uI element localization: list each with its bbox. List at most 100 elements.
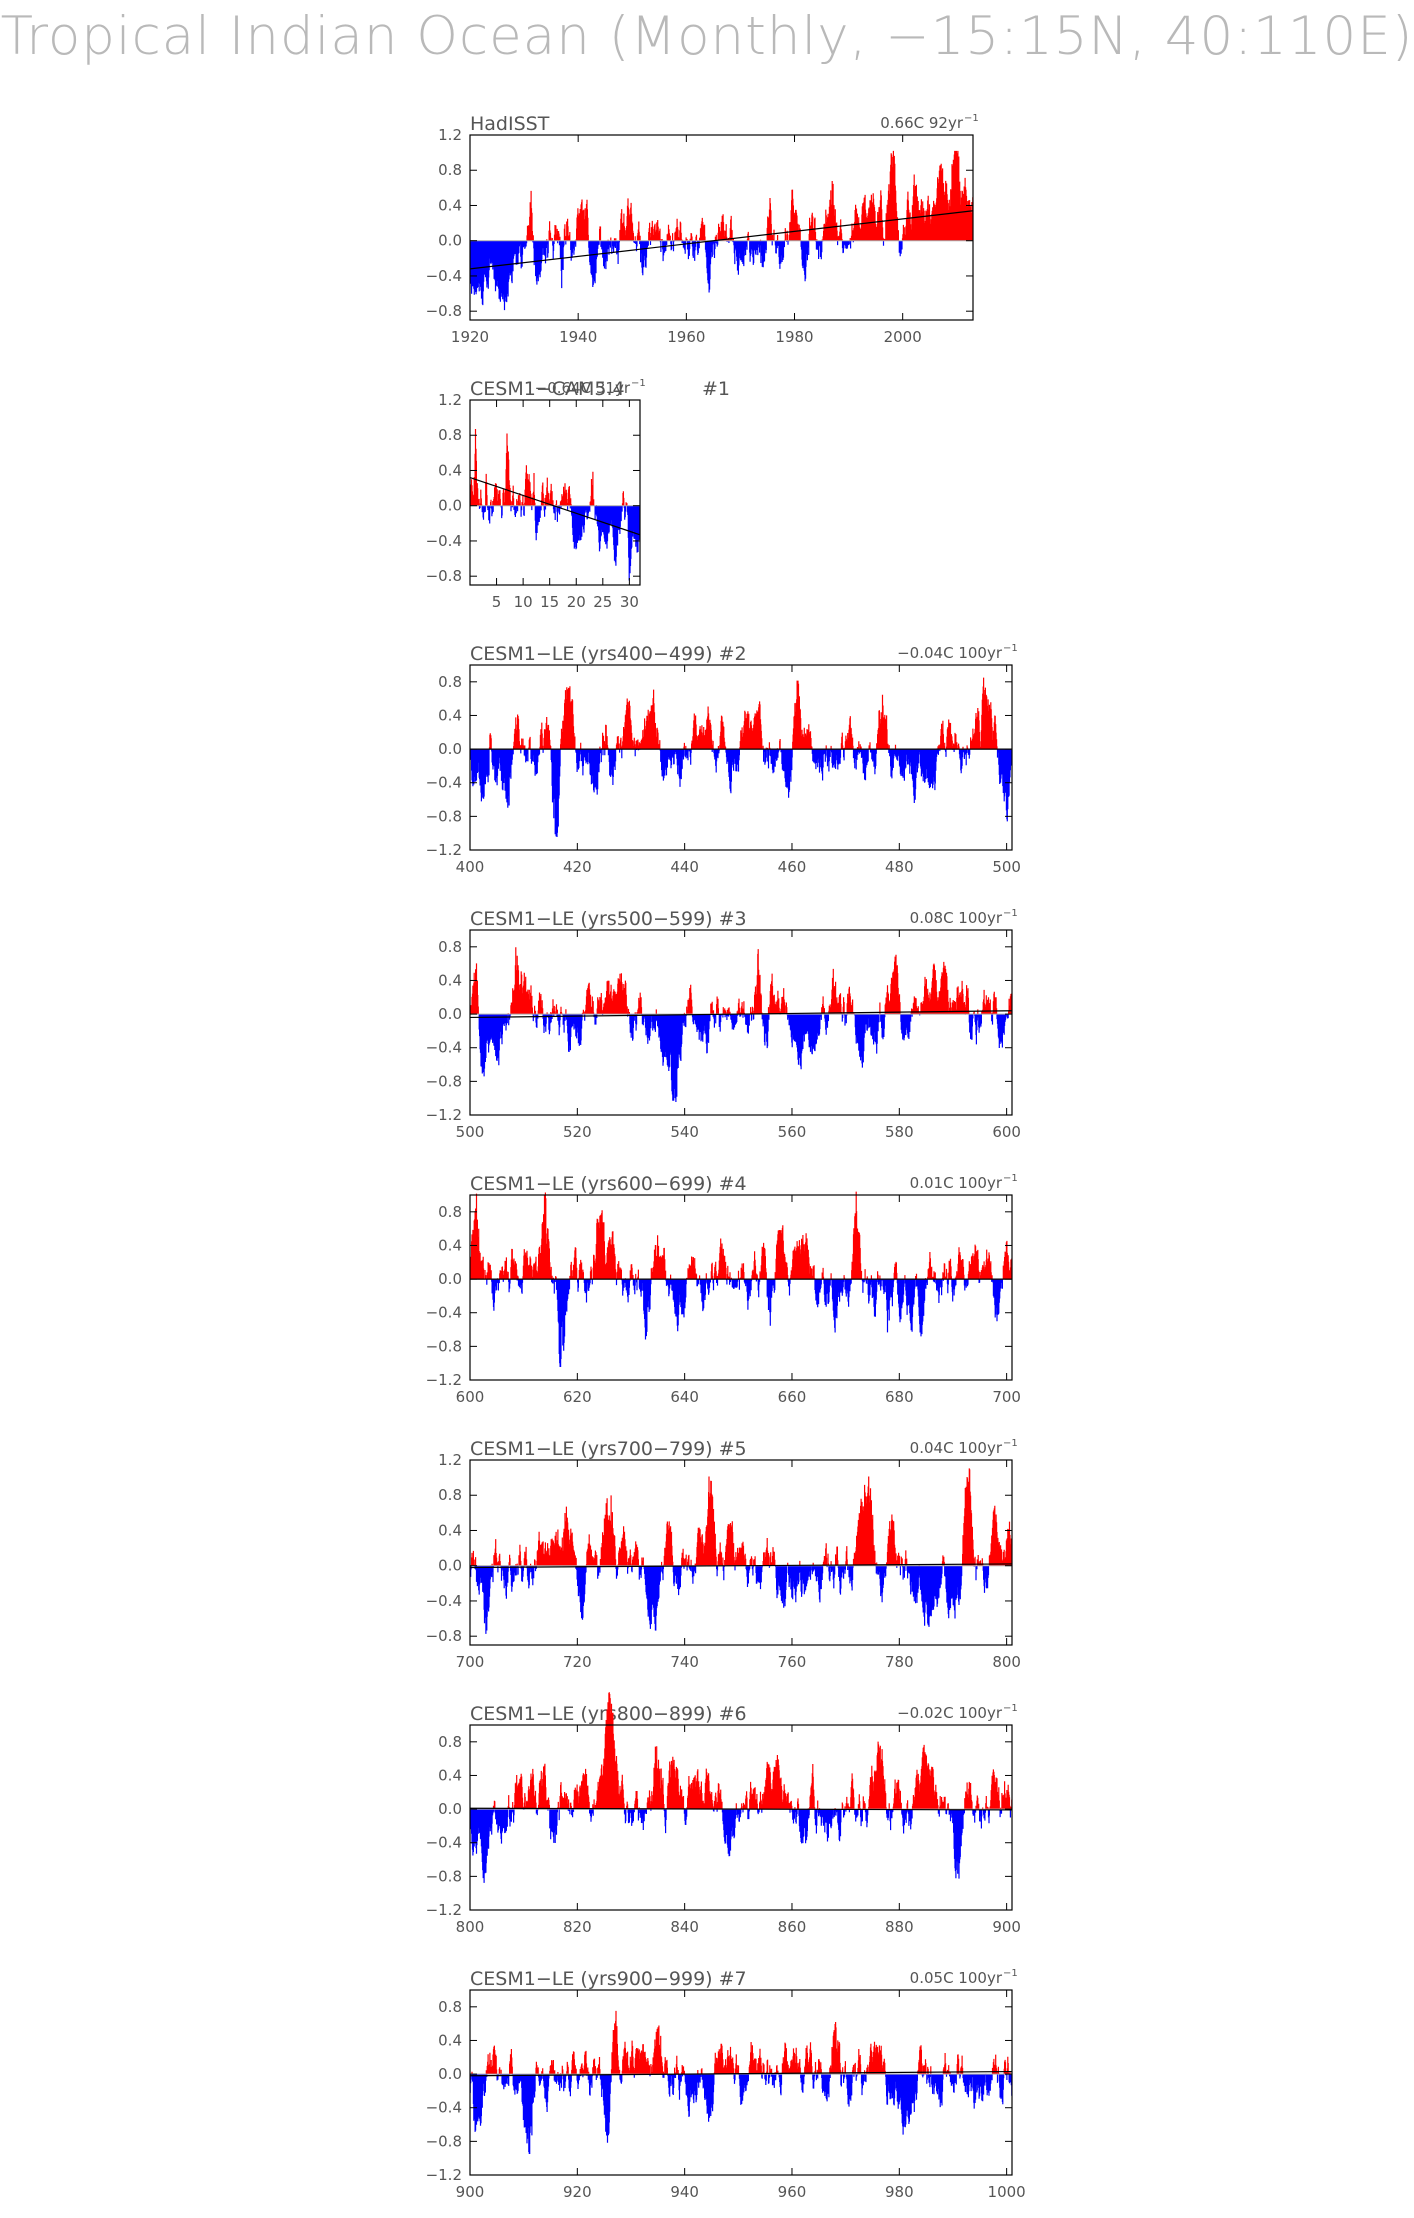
y-tick-label: 0.8 [438,1203,462,1221]
y-tick-label: −0.4 [426,1039,462,1057]
positive-anomaly-bars [471,2010,1011,2075]
y-tick-label: 0.4 [438,461,462,479]
trend-label: −0.02C 100yr [897,1704,1003,1722]
y-tick-label: −0.8 [426,1627,462,1645]
y-tick-label: 0.8 [438,1733,462,1751]
x-tick-label: 420 [563,858,592,876]
x-tick-label: 10 [514,593,533,611]
y-tick-label: 1.2 [438,126,462,144]
x-tick-label: 500 [456,1123,485,1141]
x-tick-label: 640 [670,1388,699,1406]
anomaly-bars [469,947,1013,1102]
y-tick-label: −0.4 [426,532,462,550]
anomaly-bars [469,2010,1013,2154]
anomaly-bars [469,429,641,581]
x-tick-label: 25 [593,593,612,611]
x-tick-label: 920 [563,2183,592,2201]
chart-title: CESM1−LE (yrs700−799) #5 [470,1438,747,1460]
y-tick-label: 0.4 [438,1236,462,1254]
x-tick-label: 1960 [667,328,705,346]
negative-anomaly-bars [478,505,641,581]
negative-anomaly-bars [469,749,1013,837]
y-tick-label: 0.8 [438,938,462,956]
chart-panel-5: CESM1−LE (yrs600−699) #4 0.01C 100yr −1 0.8… [426,1173,1021,1406]
x-tick-label: 20 [567,593,586,611]
plot-frame [469,929,1013,1116]
trend-label: 0.01C 100yr [910,1174,1003,1192]
x-tick-label: 700 [456,1653,485,1671]
trend-label: 0.66C 92yr [880,114,964,132]
y-tick-label: 1.2 [438,391,462,409]
x-tick-label: 580 [885,1123,914,1141]
x-tick-label: 1980 [775,328,813,346]
trend-label: −0.04C 100yr [897,644,1003,662]
trend-line [469,2070,1013,2077]
y-tick-label: −1.2 [426,2166,462,2184]
x-tick-label: 980 [885,2183,914,2201]
trend-unit-exponent: −1 [1003,1438,1018,1449]
y-tick-label: 0.4 [438,1521,462,1539]
trend-label: 0.05C 100yr [910,1969,1003,1987]
y-tick-label: 0.0 [438,2065,462,2083]
x-tick-label: 500 [992,858,1021,876]
y-tick-label: 0.4 [438,706,462,724]
y-tick-label: −1.2 [426,1371,462,1389]
x-tick-label: 820 [563,1918,592,1936]
x-tick-label: 460 [778,858,807,876]
y-tick-label: 0.8 [438,1486,462,1504]
trend-label: 0.08C 100yr [910,909,1003,927]
trend-line [469,1807,1013,1811]
positive-anomaly-bars [469,1191,1013,1280]
negative-anomaly-bars [469,240,903,311]
chart-panel-7: CESM1−LE (yrs800−899) #6 −0.02C 100yr −10.… [426,1692,1021,1936]
y-tick-label: 0.4 [438,196,462,214]
x-tick-label: 960 [778,2183,807,2201]
x-tick-label: 860 [778,1918,807,1936]
x-tick-label: 540 [670,1123,699,1141]
chart-panel-4: CESM1−LE (yrs500−599) #3 0.08C 100yr −1 0.8… [426,908,1021,1141]
y-tick-label: −0.8 [426,302,462,320]
plot-frame [469,1459,1013,1646]
y-tick-label: −0.4 [426,2099,462,2117]
y-tick-label: 0.4 [438,2031,462,2049]
y-tick-label: −0.8 [426,1867,462,1885]
y-tick-label: −1.2 [426,841,462,859]
x-tick-label: 2000 [884,328,922,346]
y-tick-label: 0.4 [438,1766,462,1784]
y-tick-label: 0.8 [438,673,462,691]
x-tick-label: 30 [620,593,639,611]
plot-frame [469,134,974,321]
chart-title: CESM1−LE (yrs900−999) #7 [470,1968,747,1990]
y-tick-label: −0.8 [426,2132,462,2150]
y-tick-label: 0.0 [438,1005,462,1023]
negative-anomaly-bars [478,1014,1009,1102]
chart-title: CESM1−LE (yrs400−499) #2 [470,643,747,665]
trend-unit-exponent: −1 [631,378,646,389]
trend-unit-exponent: −1 [964,113,979,124]
y-tick-label: 0.0 [438,497,462,515]
x-tick-label: 1940 [559,328,597,346]
chart-title: CESM1−LE (yrs500−599) #3 [470,908,747,930]
negative-anomaly-bars [483,1279,1003,1367]
negative-anomaly-bars [469,1565,990,1634]
y-tick-label: 1.2 [438,1451,462,1469]
x-tick-label: 740 [670,1653,699,1671]
chart-panel-1: HadISST 0.66C 92yr −1 1.2 0.8 0.4 0.0 −0.4 −0.8 1… [426,113,979,346]
x-tick-label: 900 [456,2183,485,2201]
trend-unit-exponent: −1 [1003,1173,1018,1184]
x-tick-label: 760 [778,1653,807,1671]
x-tick-label: 680 [885,1388,914,1406]
trend-label: 0.04C 100yr [910,1439,1003,1457]
negative-anomaly-bars [469,1809,1012,1883]
trend-label: −0.64C 31yr [535,379,631,397]
x-tick-label: 5 [492,593,502,611]
x-tick-label: 880 [885,1918,914,1936]
y-tick-label: −0.4 [426,774,462,792]
chart-panel-8: CESM1−LE (yrs900−999) #7 0.05C 100yr −1 0.8… [426,1968,1026,2201]
plot-frame [469,664,1013,851]
trend-unit-exponent: −1 [1003,1703,1018,1714]
chart-title: CESM1−CAM5.4 [470,378,625,400]
x-tick-label: 800 [456,1918,485,1936]
y-tick-label: −1.2 [426,1106,462,1124]
y-tick-label: −1.2 [426,1901,462,1919]
